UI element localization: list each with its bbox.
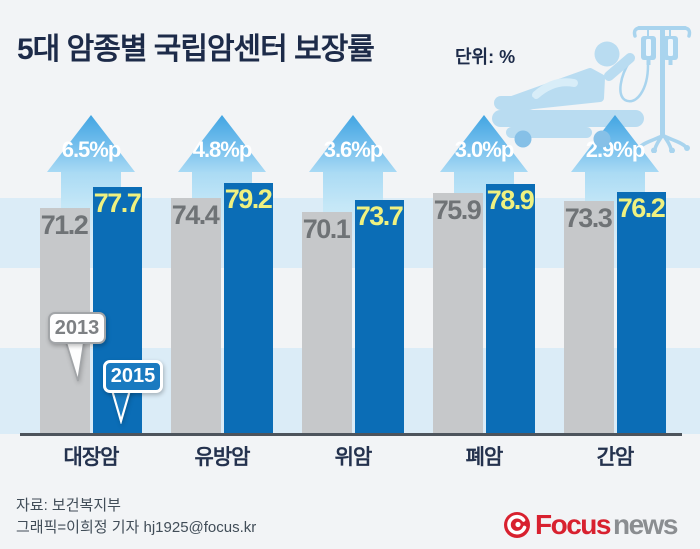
category-label: 위암 bbox=[334, 446, 373, 469]
value-label-2015: 78.9 bbox=[486, 185, 535, 215]
value-label-2015: 77.7 bbox=[93, 188, 142, 218]
legend-2015-tail bbox=[110, 388, 132, 424]
iv-bag-icon bbox=[663, 36, 678, 65]
logo-text-news: news bbox=[612, 509, 679, 540]
legend-2015-bubble: 2015 bbox=[103, 360, 163, 393]
bar-2013 bbox=[564, 201, 614, 435]
value-label-2015: 73.7 bbox=[355, 201, 404, 231]
value-label-2013: 75.9 bbox=[433, 195, 482, 225]
bar-2013 bbox=[433, 193, 483, 435]
legend-2013-bubble: 2013 bbox=[48, 312, 106, 344]
x-axis-line bbox=[20, 433, 682, 436]
delta-label: 6.5%p bbox=[61, 137, 122, 162]
bar-2013 bbox=[171, 198, 221, 435]
value-label-2013: 70.1 bbox=[302, 214, 351, 244]
bar-2015 bbox=[486, 184, 535, 435]
value-label-2013: 71.2 bbox=[40, 210, 89, 240]
bar-2013 bbox=[302, 212, 352, 435]
category-label: 폐암 bbox=[465, 446, 504, 469]
hospital-bed-icon bbox=[492, 96, 644, 138]
value-label-2015: 76.2 bbox=[617, 193, 666, 223]
source-text: 자료: 보건복지부 bbox=[16, 497, 121, 514]
logo-text-focus: Focus bbox=[535, 509, 611, 540]
patient-bed-illustration bbox=[492, 26, 692, 153]
delta-label: 4.8%p bbox=[192, 137, 253, 162]
legend-2013-tail bbox=[64, 341, 86, 382]
value-label-2015: 79.2 bbox=[224, 184, 273, 214]
credit-text: 그래픽=이희정 기자 hj1925@focus.kr bbox=[16, 519, 257, 536]
bar-2015 bbox=[224, 183, 273, 435]
focus-news-logo: Focus news bbox=[503, 509, 679, 541]
delta-label: 3.0%p bbox=[454, 137, 515, 162]
value-label-2013: 73.3 bbox=[564, 203, 613, 233]
page-title: 5대 암종별 국립암센터 보장률 bbox=[17, 33, 375, 66]
iv-bag-icon bbox=[641, 36, 656, 65]
bar-2015 bbox=[617, 192, 666, 435]
bed-wheel-icon bbox=[514, 130, 611, 148]
category-label: 대장암 bbox=[63, 446, 120, 469]
value-label-2013: 74.4 bbox=[171, 200, 220, 230]
category-label: 간암 bbox=[596, 446, 635, 469]
iv-stand-icon bbox=[619, 26, 692, 153]
bar-2015 bbox=[355, 200, 404, 435]
focus-logo-icon bbox=[504, 512, 530, 538]
delta-label: 3.6%p bbox=[323, 137, 384, 162]
category-label: 유방암 bbox=[194, 446, 251, 469]
unit-label: 단위: % bbox=[455, 47, 516, 67]
patient-icon bbox=[508, 41, 635, 111]
